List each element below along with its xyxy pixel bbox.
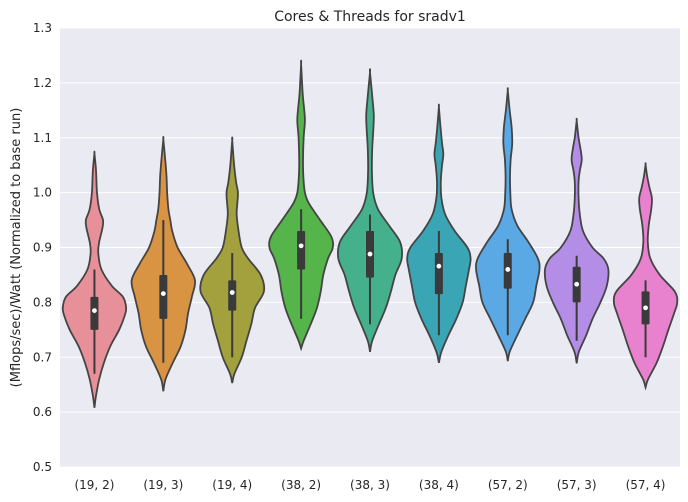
y-tick-label: 1.2 [33, 76, 52, 90]
y-tick-label: 1.3 [33, 21, 52, 35]
violin-median-dot [643, 305, 648, 311]
violin-median-dot [367, 251, 373, 257]
chart-title: Cores & Threads for sradv1 [274, 9, 466, 25]
x-tick-label: (19, 4) [212, 478, 252, 492]
x-tick-label: (38, 4) [419, 478, 459, 492]
violin-iqr-box [159, 274, 168, 319]
y-tick-label: 0.6 [33, 405, 52, 419]
violin-median-dot [298, 243, 304, 249]
x-tick-label: (19, 2) [74, 478, 114, 492]
x-tick-label: (57, 3) [557, 478, 597, 492]
violin-median-dot [229, 290, 235, 295]
x-tick-label: (19, 3) [143, 478, 183, 492]
violin-body [268, 59, 334, 352]
x-tick-label: (38, 3) [350, 478, 390, 492]
violin-median-dot [574, 281, 580, 287]
x-tick-label: (57, 2) [488, 478, 528, 492]
y-tick-label: 1.0 [33, 186, 52, 200]
y-tick-label: 0.9 [33, 241, 52, 255]
x-tick-label: (57, 4) [626, 478, 666, 492]
x-axis-ticks: (19, 2) (19, 3) (19, 4) (38, 2) (38, 3) (38, … [74, 478, 665, 492]
x-tick-label: (38, 2) [281, 478, 321, 492]
violin-body [475, 87, 541, 362]
violin-iqr-box [434, 252, 443, 295]
violin-iqr-box [297, 231, 306, 270]
violin-iqr-box [90, 296, 99, 330]
violin-median-dot [505, 267, 511, 272]
violin-body [543, 117, 610, 364]
violin-body [612, 162, 679, 391]
y-axis-ticks: 0.5 0.6 0.7 0.8 0.9 1.0 1.1 1.2 1.3 [33, 21, 52, 474]
y-tick-label: 0.5 [33, 460, 52, 474]
violin-body [337, 68, 403, 352]
y-axis-label: (Mflops/sec)/Watt (Normalized to base ru… [9, 108, 24, 388]
y-tick-label: 0.7 [33, 350, 52, 364]
y-tick-label: 0.8 [33, 295, 52, 309]
violin-median-dot [92, 308, 97, 314]
violins [61, 59, 679, 408]
y-tick-label: 1.1 [33, 131, 52, 145]
violin-median-dot [160, 291, 166, 296]
violin-iqr-box [228, 280, 237, 311]
violin-median-dot [436, 263, 442, 269]
